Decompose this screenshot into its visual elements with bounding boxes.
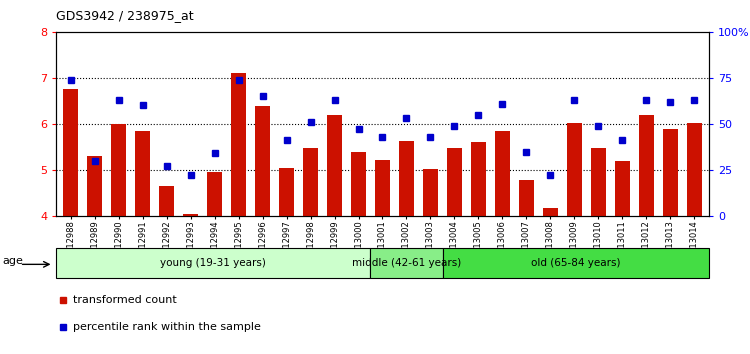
Text: age: age — [3, 256, 24, 266]
Bar — [303, 148, 318, 216]
Text: percentile rank within the sample: percentile rank within the sample — [73, 321, 260, 332]
Bar — [471, 142, 486, 216]
Bar — [591, 148, 605, 216]
Bar — [663, 129, 677, 216]
Bar — [423, 169, 438, 216]
Bar — [231, 73, 246, 216]
Text: transformed count: transformed count — [73, 295, 176, 305]
Text: young (19-31 years): young (19-31 years) — [160, 258, 266, 268]
Bar — [519, 180, 534, 216]
Bar — [543, 208, 557, 216]
Bar — [375, 160, 390, 216]
Bar — [255, 107, 270, 216]
Bar — [64, 89, 78, 216]
Bar — [639, 115, 653, 216]
Bar — [56, 248, 370, 278]
Bar — [184, 214, 198, 216]
Bar — [447, 148, 462, 216]
Bar — [443, 248, 709, 278]
Bar — [615, 161, 629, 216]
Bar — [160, 186, 174, 216]
Bar — [279, 168, 294, 216]
Text: middle (42-61 years): middle (42-61 years) — [352, 258, 461, 268]
Bar — [136, 131, 150, 216]
Bar — [687, 123, 701, 216]
Bar — [495, 131, 510, 216]
Bar — [88, 156, 102, 216]
Bar — [370, 248, 443, 278]
Text: old (65-84 years): old (65-84 years) — [531, 258, 620, 268]
Bar — [208, 172, 222, 216]
Text: GDS3942 / 238975_at: GDS3942 / 238975_at — [56, 9, 194, 22]
Bar — [567, 123, 581, 216]
Bar — [399, 141, 414, 216]
Bar — [351, 153, 366, 216]
Bar — [327, 115, 342, 216]
Bar — [112, 124, 126, 216]
